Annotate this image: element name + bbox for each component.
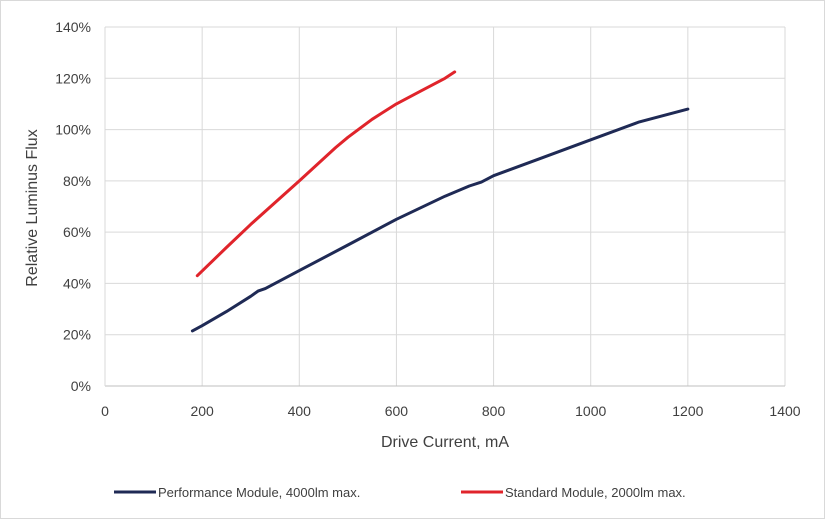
y-tick-label: 60% bbox=[63, 224, 91, 240]
x-tick-label: 1000 bbox=[575, 403, 606, 419]
y-tick-label: 120% bbox=[55, 70, 91, 86]
x-tick-label: 400 bbox=[288, 403, 312, 419]
x-tick-label: 200 bbox=[190, 403, 214, 419]
y-tick-label: 100% bbox=[55, 122, 91, 138]
series-line-2 bbox=[195, 70, 457, 278]
series-line-1 bbox=[190, 107, 690, 333]
x-tick-label: 800 bbox=[482, 403, 506, 419]
plot-lines bbox=[190, 70, 690, 333]
tick-labels: 0% 20% 40% 60% 80% 100% 120% 140% 0 200 400 600 800 1… bbox=[55, 19, 801, 419]
axes bbox=[104, 27, 785, 387]
y-axis-title: Relative Luminus Flux bbox=[24, 129, 41, 286]
grid bbox=[105, 26, 786, 386]
y-tick-label: 0% bbox=[71, 378, 91, 394]
x-tick-label: 0 bbox=[101, 403, 109, 419]
x-tick-label: 600 bbox=[385, 403, 409, 419]
y-tick-label: 40% bbox=[63, 275, 91, 291]
y-tick-label: 140% bbox=[55, 19, 91, 35]
y-tick-label: 80% bbox=[63, 173, 91, 189]
legend-label-2: Standard Module, 2000lm max. bbox=[505, 485, 686, 500]
x-tick-label: 1200 bbox=[672, 403, 703, 419]
x-tick-label: 1400 bbox=[769, 403, 800, 419]
legend: Performance Module, 4000lm max. Standard … bbox=[114, 485, 686, 500]
y-tick-label: 20% bbox=[63, 327, 91, 343]
legend-label-1: Performance Module, 4000lm max. bbox=[158, 485, 360, 500]
x-axis-title: Drive Current, mA bbox=[381, 434, 509, 451]
